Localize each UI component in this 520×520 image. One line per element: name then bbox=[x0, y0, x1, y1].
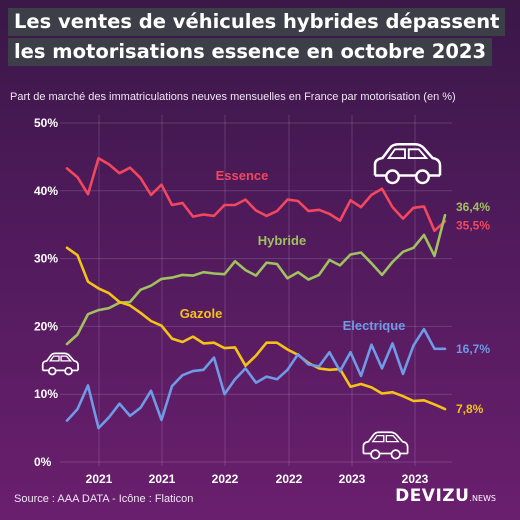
x-tick-label: 2022 bbox=[212, 472, 239, 486]
end-value-gazole: 7,8% bbox=[456, 402, 484, 416]
logo-suffix: .NEWS bbox=[469, 494, 496, 503]
logo-text: DEVIZU bbox=[395, 486, 470, 506]
x-tick-label: 2023 bbox=[339, 472, 366, 486]
car-icon bbox=[373, 143, 442, 185]
x-tick-label: 2021 bbox=[149, 472, 176, 486]
series-label-gazole: Gazole bbox=[180, 306, 223, 321]
chart-subtitle: Part de marché des immatriculations neuv… bbox=[10, 91, 456, 103]
series-label-essence: Essence bbox=[216, 168, 269, 183]
y-tick-label: 50% bbox=[34, 116, 58, 130]
title-line-1: Les ventes de véhicules hybrides dépasse… bbox=[8, 8, 506, 36]
y-tick-label: 40% bbox=[34, 184, 58, 198]
x-tick-label: 2022 bbox=[276, 472, 303, 486]
end-value-essence: 35,5% bbox=[456, 218, 490, 232]
x-tick-label: 2023 bbox=[402, 472, 429, 486]
series-line-essence bbox=[65, 157, 447, 233]
x-tick-label: 2021 bbox=[86, 472, 113, 486]
y-tick-label: 0% bbox=[34, 455, 52, 469]
series-lines bbox=[65, 157, 447, 430]
series-label-electrique: Electrique bbox=[343, 318, 406, 333]
title-line-2: les motorisations essence en octobre 202… bbox=[8, 38, 493, 66]
series-line-electrique bbox=[65, 327, 447, 430]
y-tick-label: 10% bbox=[34, 387, 58, 401]
car-icon bbox=[362, 431, 409, 460]
chart-title: Les ventes de véhicules hybrides dépasse… bbox=[8, 8, 506, 68]
x-axis: 2021 2021 2022 2022 2023 2023 bbox=[86, 472, 429, 486]
series-line-gazole bbox=[65, 246, 447, 411]
y-tick-label: 30% bbox=[34, 252, 58, 266]
y-tick-label: 20% bbox=[34, 319, 58, 333]
y-axis: 0% 10% 20% 30% 40% 50% bbox=[34, 116, 58, 469]
brand-logo: DEVIZU.NEWS bbox=[395, 486, 496, 506]
series-labels: Essence Hybride Gazole Electrique 35,5% 36,4%… bbox=[180, 168, 491, 416]
series-line-hybride bbox=[65, 213, 447, 346]
end-value-electrique: 16,7% bbox=[456, 342, 490, 356]
source-note: Source : AAA DATA - Icône : Flaticon bbox=[14, 493, 194, 505]
end-value-hybride: 36,4% bbox=[456, 200, 490, 214]
series-label-hybride: Hybride bbox=[258, 233, 306, 248]
car-icon bbox=[41, 352, 79, 376]
